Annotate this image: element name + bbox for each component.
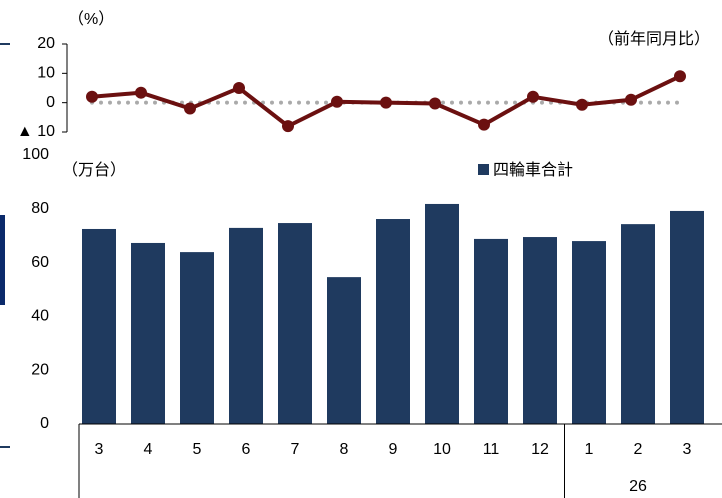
bar bbox=[425, 203, 459, 424]
marker bbox=[625, 93, 637, 106]
legend-label: 四輪車合計 bbox=[493, 161, 573, 179]
x-tick-label: 4 bbox=[144, 441, 153, 458]
bar bbox=[376, 219, 410, 424]
x-tick-label: 3 bbox=[683, 441, 692, 458]
bar bbox=[180, 252, 214, 424]
marker bbox=[135, 86, 147, 99]
bar bbox=[572, 241, 606, 424]
marker bbox=[184, 102, 196, 115]
bar bbox=[670, 210, 704, 424]
marker bbox=[527, 90, 539, 103]
edge-mark bbox=[0, 446, 10, 448]
x-tick-label: 9 bbox=[389, 441, 398, 458]
bar bbox=[229, 227, 263, 424]
y-tick-label: 60 bbox=[31, 254, 49, 271]
marker bbox=[331, 95, 343, 108]
y-tick-label: 80 bbox=[31, 200, 49, 217]
bar bbox=[327, 277, 361, 424]
marker bbox=[86, 90, 98, 103]
x-tick-label: 10 bbox=[433, 441, 451, 458]
x-tick-label: 11 bbox=[483, 441, 500, 458]
x-tick-label: 7 bbox=[291, 441, 300, 458]
x-tick-label: 5 bbox=[193, 441, 202, 458]
marker bbox=[674, 70, 686, 83]
y-tick-label: 20 bbox=[31, 361, 49, 378]
marker bbox=[233, 82, 245, 94]
edge-mark bbox=[0, 215, 5, 305]
legend-swatch bbox=[478, 164, 489, 175]
edge-mark bbox=[0, 43, 10, 45]
bar bbox=[82, 228, 116, 424]
bar bbox=[278, 223, 312, 424]
x-tick-label: 2 bbox=[634, 441, 643, 458]
y-tick-label: 40 bbox=[31, 308, 49, 325]
marker bbox=[478, 118, 490, 131]
marker bbox=[380, 96, 392, 109]
y-tick-label: 10 bbox=[37, 65, 55, 82]
marker bbox=[576, 98, 588, 111]
bar bbox=[131, 242, 165, 424]
y-axis-label: （%） bbox=[68, 10, 114, 28]
y-tick-label: ▲ 10 bbox=[17, 123, 55, 140]
y-tick-label: 0 bbox=[40, 415, 49, 432]
bar bbox=[621, 224, 655, 424]
y-axis-label: （万台） bbox=[62, 161, 126, 179]
x-tick-label: 6 bbox=[242, 441, 251, 458]
bar bbox=[523, 237, 557, 424]
x-tick-label: 12 bbox=[531, 441, 549, 458]
annotation: （前年同月比） bbox=[598, 30, 710, 48]
marker bbox=[282, 120, 294, 133]
x-group-label: 26 bbox=[629, 478, 647, 495]
bar bbox=[474, 238, 508, 424]
y-tick-label: 0 bbox=[46, 94, 55, 111]
marker bbox=[429, 97, 441, 110]
x-tick-label: 3 bbox=[95, 441, 104, 458]
y-tick-label: 20 bbox=[37, 35, 55, 52]
y-tick-label: 100 bbox=[22, 146, 49, 163]
x-tick-label: 8 bbox=[340, 441, 349, 458]
x-tick-label: 1 bbox=[585, 441, 594, 458]
